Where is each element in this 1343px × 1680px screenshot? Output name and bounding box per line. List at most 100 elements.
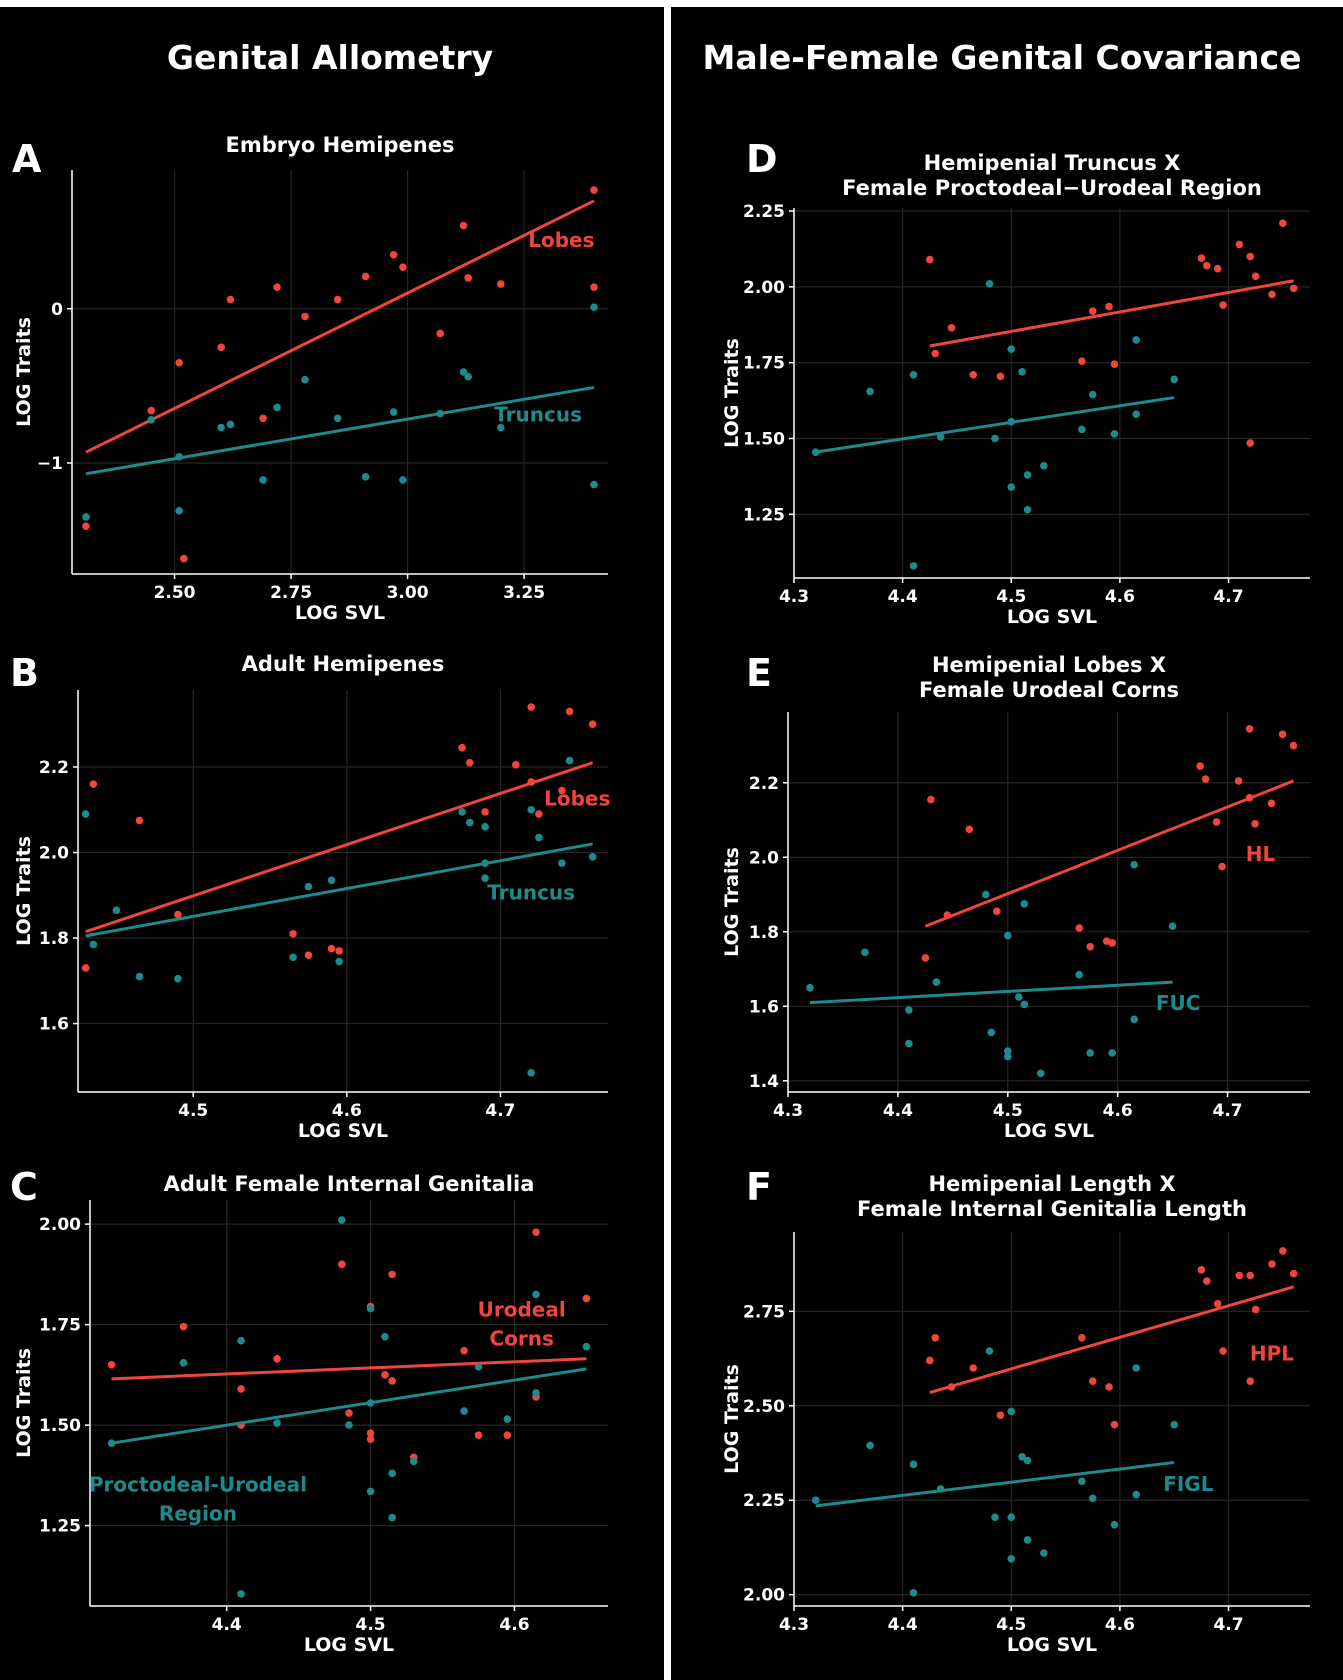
data-point xyxy=(464,274,472,282)
data-point xyxy=(1040,1549,1048,1557)
data-point xyxy=(558,859,566,868)
data-point xyxy=(474,1431,483,1439)
data-point xyxy=(1110,360,1119,368)
regression-line xyxy=(111,1367,587,1445)
data-point xyxy=(333,414,342,423)
y-tick-label: 1.8 xyxy=(749,923,779,943)
series-fuc: FUC xyxy=(806,860,1200,1078)
data-point xyxy=(259,476,267,484)
data-point xyxy=(474,1363,483,1371)
data-point xyxy=(925,1356,934,1365)
data-point xyxy=(89,780,98,788)
data-point xyxy=(987,1028,996,1037)
data-point xyxy=(89,940,98,949)
regression-line xyxy=(929,279,1294,348)
series-label: Region xyxy=(159,1501,237,1525)
data-point xyxy=(1279,219,1287,227)
data-point xyxy=(936,433,945,441)
x-tick-label: 4.6 xyxy=(1103,1101,1133,1121)
panel-letter: F xyxy=(746,1165,772,1209)
data-point xyxy=(985,280,994,288)
data-point xyxy=(532,1228,540,1236)
data-point xyxy=(1246,252,1255,261)
data-point xyxy=(135,816,144,825)
data-point xyxy=(460,1346,468,1355)
data-point xyxy=(459,368,468,376)
data-point xyxy=(1023,1536,1032,1544)
data-point xyxy=(1268,290,1276,299)
data-point xyxy=(304,951,313,959)
data-point xyxy=(107,1361,116,1369)
data-point xyxy=(335,957,343,966)
series-label: HL xyxy=(1246,842,1276,866)
data-point xyxy=(174,974,182,983)
data-point xyxy=(1078,1477,1086,1486)
data-point xyxy=(558,786,566,795)
y-tick-label: 1.75 xyxy=(743,354,785,374)
regression-line xyxy=(815,1460,1175,1508)
data-point xyxy=(1267,799,1276,808)
data-point xyxy=(497,423,505,432)
data-point xyxy=(965,825,974,834)
y-tick-label: 1.6 xyxy=(39,1015,69,1035)
data-point xyxy=(289,953,297,962)
data-point xyxy=(226,420,235,429)
series-urodeal-corns: Urodeal Corns xyxy=(107,1228,591,1462)
data-point xyxy=(147,416,156,424)
x-tick-label: 4.7 xyxy=(1213,1615,1243,1635)
x-axis-title: LOG SVL xyxy=(1007,606,1097,628)
y-axis-title: LOG Traits xyxy=(13,317,35,427)
x-axis-title: LOG SVL xyxy=(295,602,385,624)
data-point xyxy=(806,983,814,992)
x-tick-label: 4.3 xyxy=(779,1615,809,1635)
data-point xyxy=(565,707,574,716)
x-tick-label: 4.5 xyxy=(178,1101,208,1121)
series-label: Proctodeal-Urodeal xyxy=(89,1472,307,1496)
y-tick-label: 2.2 xyxy=(39,758,69,778)
data-point xyxy=(304,882,313,891)
x-axis-title: LOG SVL xyxy=(304,1634,394,1656)
data-point xyxy=(1289,284,1298,293)
data-point xyxy=(1170,375,1179,384)
series-label: Corns xyxy=(489,1327,553,1351)
data-point xyxy=(1007,345,1016,353)
y-tick-label: 1.4 xyxy=(749,1072,779,1092)
data-point xyxy=(590,303,598,312)
data-point xyxy=(982,890,990,899)
y-tick-label: 0 xyxy=(51,300,63,320)
data-point xyxy=(1251,272,1260,281)
series-lobes: Lobes xyxy=(82,186,598,563)
data-point xyxy=(1023,505,1032,514)
data-point xyxy=(335,947,343,955)
data-point xyxy=(1170,1420,1179,1429)
y-axis-title: LOG Traits xyxy=(721,338,743,448)
x-tick-label: 4.7 xyxy=(1213,1101,1243,1121)
panel-title: Female Internal Genitalia Length xyxy=(857,1197,1247,1221)
data-point xyxy=(135,972,144,981)
x-tick-label: 4.5 xyxy=(356,1615,386,1635)
data-point xyxy=(582,1294,591,1303)
data-point xyxy=(1201,775,1210,783)
y-tick-label: 1.50 xyxy=(39,1416,81,1436)
x-tick-label: 4.7 xyxy=(1213,587,1243,607)
panel-a: 2.50 2.75 3.00 3.25 −1 0 LOG SVL LOG Traits A Emb… xyxy=(12,133,608,624)
data-point xyxy=(179,1359,188,1367)
x-tick-label: 4.7 xyxy=(485,1101,515,1121)
data-point xyxy=(1279,1247,1287,1255)
x-tick-label: 4.3 xyxy=(773,1101,803,1121)
data-point xyxy=(338,1216,346,1224)
right-column-header: Male-Female Genital Covariance xyxy=(702,38,1302,77)
y-axis-title: LOG Traits xyxy=(721,1364,743,1474)
data-point xyxy=(1268,1260,1276,1268)
x-axis-title: LOG SVL xyxy=(1007,1634,1097,1656)
data-point xyxy=(460,1407,468,1415)
series-lobes: Lobes xyxy=(81,703,610,972)
data-point xyxy=(1086,1049,1095,1057)
data-point xyxy=(366,1304,375,1313)
x-tick-label: 4.5 xyxy=(993,1101,1023,1121)
data-point xyxy=(565,756,574,765)
data-point xyxy=(1213,1299,1222,1308)
data-point xyxy=(388,1513,396,1522)
data-point xyxy=(366,1487,375,1496)
x-tick-label: 4.4 xyxy=(888,587,918,607)
